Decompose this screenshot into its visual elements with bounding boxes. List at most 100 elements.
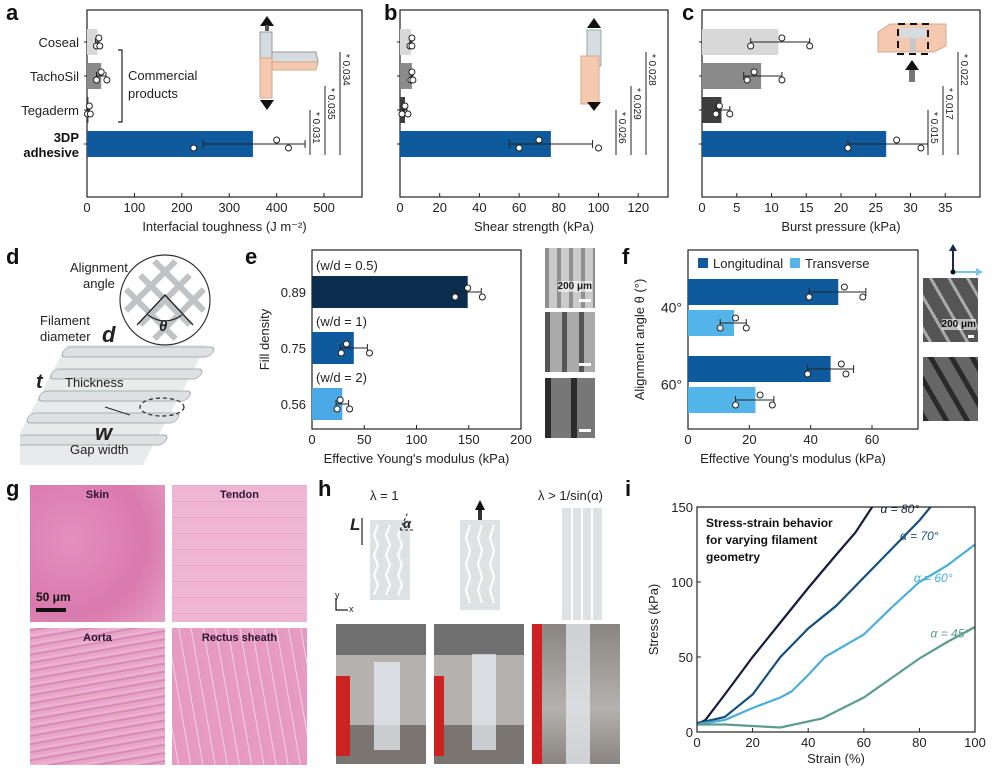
x-tick-label: 200 — [510, 432, 532, 447]
x-tick-label: 100 — [124, 200, 146, 215]
panel-label-g: g — [6, 476, 20, 501]
data-point — [804, 370, 812, 378]
data-point — [273, 136, 281, 144]
x-tick-label: 80 — [912, 735, 926, 750]
data-point — [726, 110, 734, 118]
series-label: α = 60° — [914, 571, 953, 585]
data-point — [716, 324, 724, 332]
data-point — [97, 68, 105, 76]
x-tick-label: 100 — [964, 735, 986, 750]
data-point — [285, 144, 293, 152]
bar-0 — [400, 29, 411, 55]
data-point — [398, 110, 406, 118]
micrograph-wd-0-5: 200 μm — [545, 248, 595, 308]
x-tick-label: 40 — [801, 735, 815, 750]
red-marker — [532, 624, 542, 764]
x-tick-label: 0 — [684, 432, 691, 447]
x-axis-label: Burst pressure (kPa) — [781, 219, 900, 234]
alignment-angle-circle-icon — [119, 254, 211, 346]
data-point — [103, 76, 111, 84]
data-point — [595, 144, 603, 152]
series-label: α = 45° — [931, 627, 970, 641]
panel-label-a: a — [6, 0, 19, 25]
filament-mesh-icon — [20, 345, 215, 465]
specimen-strip — [374, 662, 400, 750]
red-marker — [336, 676, 350, 756]
data-point — [92, 76, 100, 84]
alpha-symbol: α — [403, 516, 412, 531]
x-tick-label: 300 — [218, 200, 240, 215]
x-tick-label: 20 — [432, 200, 446, 215]
x-tick-label: 40 — [803, 432, 817, 447]
chart-shear-strength: 0 20 40 60 80 100 120 Shear strength (kPa) * 0.0… — [396, 9, 669, 234]
scale-bar — [579, 363, 591, 366]
data-point — [806, 42, 814, 50]
data-point — [408, 42, 416, 50]
histology-rectus-sheath: Rectus sheath — [172, 628, 307, 765]
data-point — [842, 370, 850, 378]
significance-label: * 0.015 — [928, 112, 939, 144]
micrograph-angle-60 — [923, 357, 978, 421]
data-point — [732, 401, 740, 409]
bar-0 — [87, 29, 98, 55]
category-label: TachoSil — [30, 69, 79, 84]
significance-label: * 0.026 — [616, 112, 627, 144]
micrograph-angle-40: 200 μm — [923, 278, 978, 342]
w-symbol: w — [95, 420, 113, 445]
data-point — [333, 405, 341, 413]
histology-tendon: Tendon — [172, 485, 307, 622]
alignment-angle-line1: Alignment — [70, 260, 128, 275]
data-point — [337, 349, 345, 357]
histology-label-tendon: Tendon — [220, 489, 259, 501]
x-axis-label: Shear strength (kPa) — [474, 219, 594, 234]
specimen-strip — [566, 624, 590, 764]
significance-label: * 0.022 — [958, 54, 969, 86]
x-tick-label: 25 — [869, 200, 883, 215]
data-point — [778, 34, 786, 42]
legend-label: Longitudinal — [713, 256, 783, 271]
data-point — [535, 136, 543, 144]
histology-label-rectus-sheath: Rectus sheath — [201, 632, 278, 644]
x-tick-label: 20 — [742, 432, 756, 447]
alignment-angle-label: Alignment angle — [70, 260, 128, 292]
chart-title: geometry — [706, 550, 760, 564]
significance-label: * 0.031 — [310, 112, 321, 144]
x-tick-label: 60 — [512, 200, 526, 215]
x-tick-label: 30 — [903, 200, 917, 215]
panel-label-i: i — [625, 476, 632, 501]
xy-direction-arrows-icon — [949, 244, 983, 276]
x-tick-label: 150 — [458, 432, 480, 447]
significance-label: * 0.034 — [340, 54, 351, 86]
data-point — [401, 102, 409, 110]
x-tick-label: 80 — [552, 200, 566, 215]
x-tick-label: 100 — [406, 432, 428, 447]
data-point — [409, 76, 417, 84]
zigzag-stretching-icon — [460, 500, 500, 610]
scale-bar — [36, 608, 66, 612]
x-tick-label: 0 — [693, 735, 700, 750]
commercial-bracket — [118, 49, 123, 123]
burst-pressure-inset-icon — [877, 23, 947, 82]
category-label: 0.75 — [281, 341, 306, 356]
h-label-lambda-gt: λ > 1/sin(α) — [538, 488, 603, 503]
data-point — [478, 293, 486, 301]
x-tick-label: 20 — [834, 200, 848, 215]
micrograph-wd-2 — [545, 378, 595, 438]
gap-width-label: Gap width — [70, 442, 129, 457]
xy-axes-icon — [335, 598, 348, 611]
y-axis-label: Stress (kPa) — [646, 584, 661, 656]
data-point — [404, 110, 412, 118]
axis-x-label: x — [349, 604, 354, 614]
data-point — [778, 76, 786, 84]
kirigami-schematic — [361, 500, 602, 620]
data-point — [342, 340, 350, 348]
scale-bar — [579, 429, 591, 432]
x-tick-label: 120 — [627, 200, 649, 215]
bar-annotation: (w/d = 1) — [316, 314, 367, 329]
data-point — [346, 405, 354, 413]
x-tick-label: 0 — [396, 200, 403, 215]
lap-shear-inset-icon — [580, 18, 602, 111]
data-point — [85, 102, 93, 110]
micrograph-wd-1 — [545, 312, 595, 372]
data-point — [756, 391, 764, 399]
